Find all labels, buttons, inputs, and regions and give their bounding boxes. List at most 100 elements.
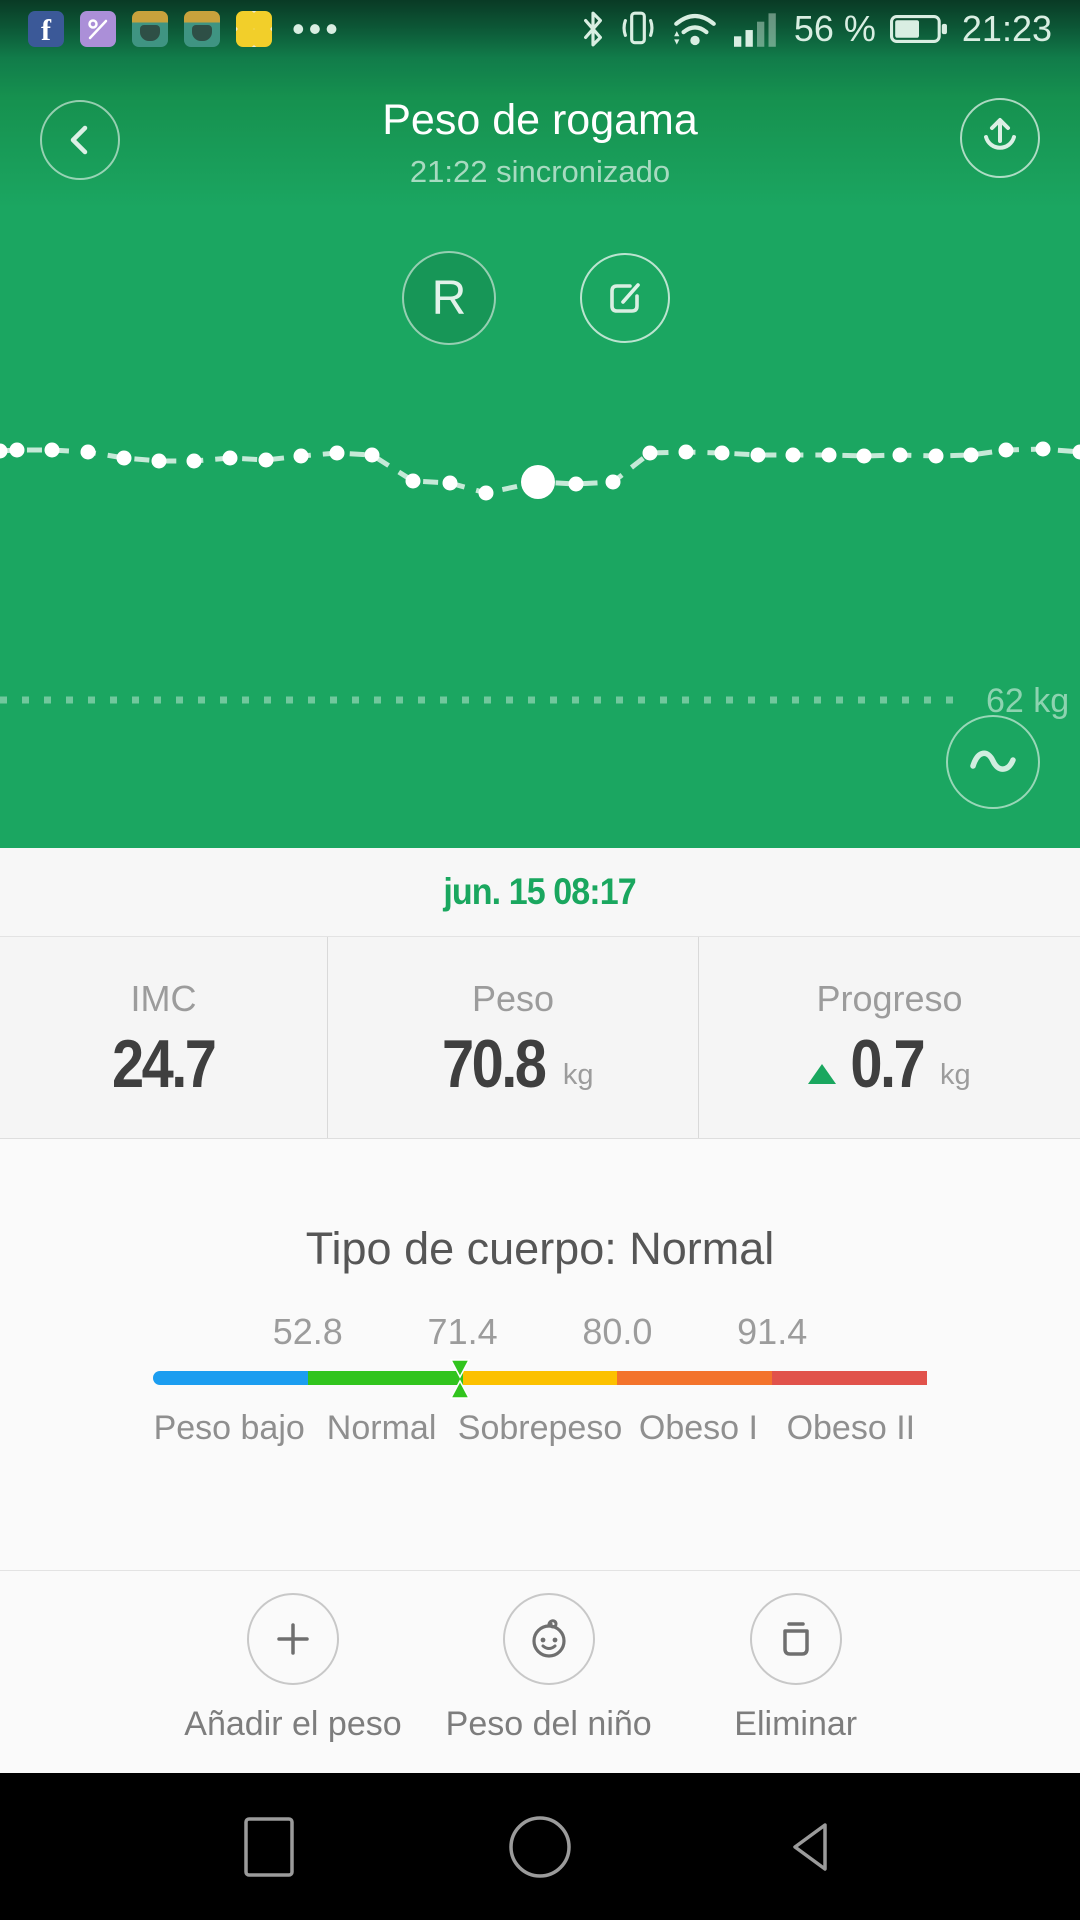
- data-point[interactable]: [44, 442, 60, 458]
- bmi-segment: [462, 1371, 618, 1385]
- bmi-bar: [153, 1359, 927, 1399]
- record-date-row: jun. 15 08:17: [0, 848, 1080, 937]
- notification-icons: •••: [28, 11, 342, 47]
- gallery-notification-icon: [80, 11, 116, 47]
- bmi-segment: [772, 1371, 927, 1385]
- data-point[interactable]: [116, 450, 132, 466]
- user-avatar-button[interactable]: R: [402, 251, 496, 345]
- game-notification-icon: [132, 11, 168, 47]
- trend-toggle-button[interactable]: [946, 715, 1040, 809]
- stat-label: Peso: [471, 977, 555, 1019]
- signal-strength-icon: [733, 13, 776, 47]
- weight-trend-chart[interactable]: 62 kg: [0, 58, 1080, 848]
- chevron-left-icon: [70, 125, 88, 155]
- data-point[interactable]: [963, 447, 979, 463]
- clock: 21:23: [961, 8, 1052, 49]
- weight-chart-panel: Peso de rogama 21:22 sincronizado R 62 k…: [0, 58, 1080, 848]
- data-point[interactable]: [714, 445, 730, 461]
- threshold-value: 52.8: [272, 1311, 343, 1352]
- data-point[interactable]: [405, 473, 421, 489]
- action-label: Añadir el peso: [184, 1705, 402, 1743]
- data-point[interactable]: [186, 453, 202, 469]
- data-point[interactable]: [750, 447, 766, 463]
- body-type-section: Tipo de cuerpo: Normal 52.8 71.4 80.0 91…: [0, 1139, 1080, 1571]
- bluetooth-icon: [583, 11, 602, 47]
- data-point[interactable]: [258, 452, 274, 468]
- game-notification-icon: [184, 11, 220, 47]
- data-point[interactable]: [821, 447, 837, 463]
- stat-peso: Peso 70.8 kg: [327, 937, 698, 1138]
- bmi-category-label: Peso bajo: [153, 1409, 305, 1447]
- bmi-scale: 52.8 71.4 80.0 91.4 Peso bajo Normal Sob…: [153, 1311, 927, 1448]
- threshold-value: 91.4: [737, 1311, 808, 1352]
- action-label: Eliminar: [734, 1705, 858, 1743]
- add-weight-button[interactable]: Añadir el peso: [184, 1593, 402, 1744]
- trash-icon: [782, 1622, 809, 1656]
- data-point[interactable]: [293, 448, 309, 464]
- bmi-category-label: Obeso II: [786, 1409, 916, 1447]
- stat-imc: IMC 24.7: [0, 937, 327, 1138]
- data-point[interactable]: [1072, 444, 1080, 460]
- bmi-segment: [617, 1371, 773, 1385]
- battery-icon: [889, 15, 947, 43]
- selected-data-point[interactable]: [521, 465, 555, 499]
- bmi-category-label: Normal: [326, 1409, 437, 1447]
- user-initial: R: [431, 271, 467, 325]
- bmi-category-label: Sobrepeso: [457, 1409, 623, 1447]
- stat-value: 0.7: [850, 1025, 926, 1102]
- goal-label: 62 kg: [986, 682, 1069, 720]
- wifi-icon: [674, 13, 716, 46]
- more-notifications-icon: •••: [292, 8, 342, 49]
- data-point[interactable]: [442, 475, 458, 491]
- data-point[interactable]: [998, 442, 1014, 458]
- data-point[interactable]: [785, 447, 801, 463]
- bmi-segment: [307, 1371, 463, 1385]
- data-point[interactable]: [151, 453, 167, 469]
- data-point[interactable]: [568, 476, 584, 492]
- bmi-marker: [449, 1359, 470, 1399]
- data-point[interactable]: [222, 450, 238, 466]
- data-point[interactable]: [856, 448, 872, 464]
- home-button[interactable]: [507, 1814, 573, 1880]
- body-type-title: Tipo de cuerpo: Normal: [305, 1223, 775, 1274]
- threshold-value: 80.0: [582, 1311, 653, 1352]
- bmi-segment: [153, 1371, 308, 1385]
- actions-bar: Añadir el peso Peso del niño Eliminar: [0, 1571, 1080, 1773]
- android-navbar: [0, 1773, 1080, 1920]
- baby-icon: [532, 1619, 566, 1658]
- status-bar: ••• 56 % 21:23: [0, 0, 1080, 58]
- battery-percent: 56 %: [793, 8, 876, 49]
- back-button[interactable]: [40, 100, 120, 180]
- stat-label: Progreso: [816, 977, 963, 1019]
- edit-icon: [610, 283, 640, 313]
- data-point[interactable]: [605, 474, 621, 490]
- data-point[interactable]: [364, 447, 380, 463]
- vibrate-icon: [622, 11, 654, 45]
- action-label: Peso del niño: [445, 1705, 652, 1743]
- stat-label: IMC: [130, 977, 197, 1019]
- data-point[interactable]: [678, 444, 694, 460]
- bmi-category-label: Obeso I: [638, 1409, 758, 1447]
- recents-button[interactable]: [243, 1816, 295, 1878]
- record-datetime: jun. 15 08:17: [443, 871, 637, 912]
- data-point[interactable]: [478, 485, 494, 501]
- data-point[interactable]: [1035, 441, 1051, 457]
- edit-button[interactable]: [580, 253, 670, 343]
- stat-unit: kg: [939, 1058, 971, 1091]
- wave-icon: [970, 750, 1016, 772]
- data-point[interactable]: [928, 448, 944, 464]
- data-point[interactable]: [642, 445, 658, 461]
- data-point[interactable]: [0, 443, 8, 459]
- stat-progreso: Progreso 0.7 kg: [698, 937, 1080, 1138]
- stat-value: 24.7: [112, 1025, 217, 1102]
- share-button[interactable]: [960, 98, 1040, 178]
- child-weight-button[interactable]: Peso del niño: [446, 1593, 652, 1744]
- back-nav-button[interactable]: [785, 1819, 837, 1875]
- data-point[interactable]: [9, 442, 25, 458]
- pikachu-notification-icon: [236, 11, 272, 47]
- stats-row: IMC 24.7 Peso 70.8 kg Progreso 0.7 kg: [0, 937, 1080, 1139]
- data-point[interactable]: [80, 444, 96, 460]
- delete-button[interactable]: Eliminar: [696, 1593, 896, 1744]
- data-point[interactable]: [892, 447, 908, 463]
- data-point[interactable]: [329, 445, 345, 461]
